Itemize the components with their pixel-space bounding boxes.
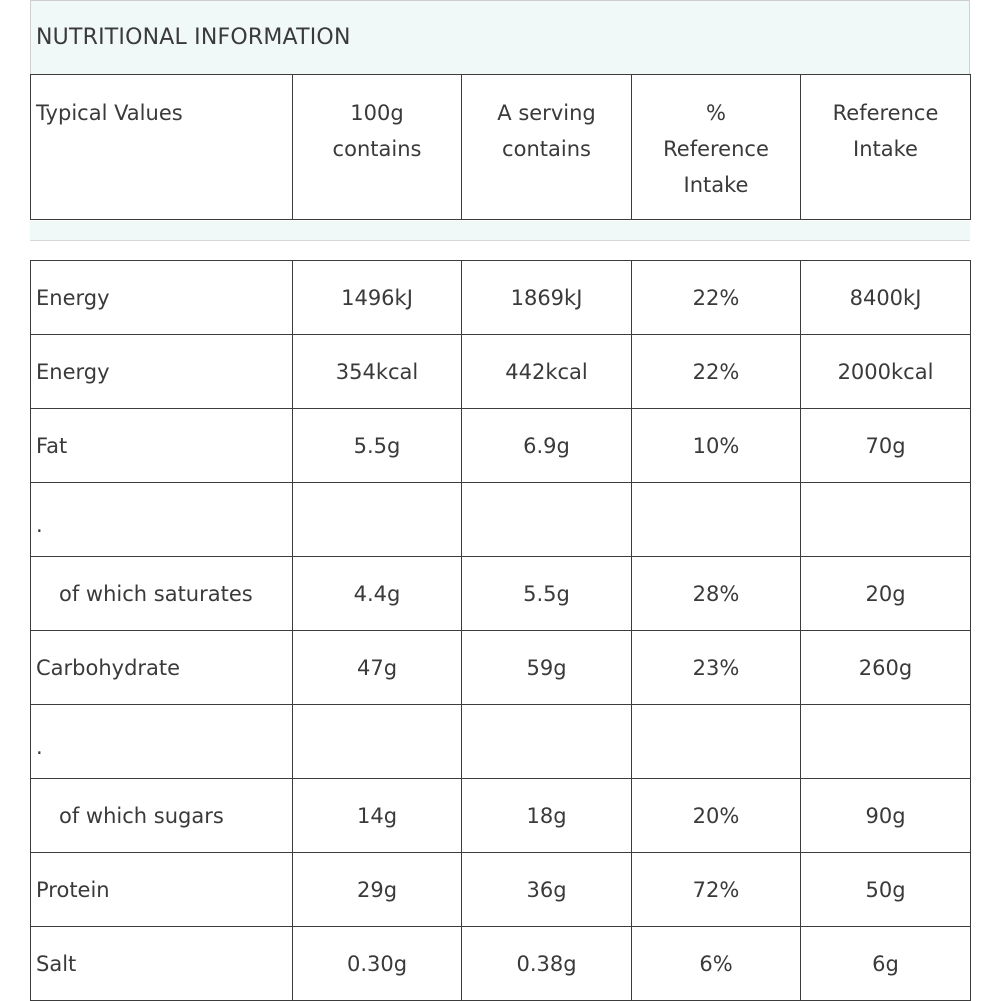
per-100g-value [292, 704, 462, 779]
percent-ri-value: 23% [631, 630, 801, 705]
per-serving-value: 36g [461, 852, 632, 927]
table-row: Energy 1496kJ 1869kJ 22% 8400kJ [30, 260, 971, 335]
percent-ri-value: 72% [631, 852, 801, 927]
per-100g-value: 0.30g [292, 926, 462, 1001]
row-label: Energy [30, 260, 293, 335]
per-serving-value: 6.9g [461, 408, 632, 483]
reference-intake-value [800, 482, 971, 557]
row-label: Carbohydrate [30, 630, 293, 705]
per-100g-value [292, 482, 462, 557]
percent-ri-value [631, 482, 801, 557]
per-serving-value: 18g [461, 778, 632, 853]
percent-ri-value: 6% [631, 926, 801, 1001]
header-spacer [30, 221, 970, 241]
row-label: Fat [30, 408, 293, 483]
table-row: . [30, 704, 971, 779]
per-100g-value: 29g [292, 852, 462, 927]
per-serving-value: 1869kJ [461, 260, 632, 335]
header-row: Typical Values 100g contains A serving con… [30, 74, 971, 220]
row-label: of which sugars [30, 778, 293, 853]
title-bar: NUTRITIONAL INFORMATION [30, 0, 970, 75]
table-row: . [30, 482, 971, 557]
per-100g-value: 5.5g [292, 408, 462, 483]
per-100g-value: 1496kJ [292, 260, 462, 335]
per-serving-value [461, 704, 632, 779]
header-reference-intake: Reference Intake [800, 74, 971, 220]
per-100g-value: 14g [292, 778, 462, 853]
reference-intake-value: 20g [800, 556, 971, 631]
table-row: Energy 354kcal 442kcal 22% 2000kcal [30, 334, 971, 409]
reference-intake-value: 6g [800, 926, 971, 1001]
row-label: Energy [30, 334, 293, 409]
header-table: Typical Values 100g contains A serving con… [30, 74, 971, 220]
header-typical-values: Typical Values [30, 74, 293, 220]
percent-ri-value [631, 704, 801, 779]
table-row: Carbohydrate 47g 59g 23% 260g [30, 630, 971, 705]
table-row: Fat 5.5g 6.9g 10% 70g [30, 408, 971, 483]
header-percent-ri: % Reference Intake [631, 74, 801, 220]
reference-intake-value: 50g [800, 852, 971, 927]
per-serving-value: 59g [461, 630, 632, 705]
reference-intake-value: 90g [800, 778, 971, 853]
reference-intake-value: 70g [800, 408, 971, 483]
percent-ri-value: 22% [631, 260, 801, 335]
header-per-100g: 100g contains [292, 74, 462, 220]
table-row: of which sugars 14g 18g 20% 90g [30, 778, 971, 853]
reference-intake-value: 8400kJ [800, 260, 971, 335]
row-label: of which saturates [30, 556, 293, 631]
per-100g-value: 47g [292, 630, 462, 705]
per-serving-value: 442kcal [461, 334, 632, 409]
reference-intake-value [800, 704, 971, 779]
per-100g-value: 4.4g [292, 556, 462, 631]
per-serving-value: 0.38g [461, 926, 632, 1001]
panel-title: NUTRITIONAL INFORMATION [36, 25, 351, 50]
table-row: Salt 0.30g 0.38g 6% 6g [30, 926, 971, 1001]
row-label: Salt [30, 926, 293, 1001]
table-row: of which saturates 4.4g 5.5g 28% 20g [30, 556, 971, 631]
per-100g-value: 354kcal [292, 334, 462, 409]
percent-ri-value: 22% [631, 334, 801, 409]
percent-ri-value: 28% [631, 556, 801, 631]
per-serving-value: 5.5g [461, 556, 632, 631]
table-row: Protein 29g 36g 72% 50g [30, 852, 971, 927]
row-label: Protein [30, 852, 293, 927]
values-table: Energy 1496kJ 1869kJ 22% 8400kJ Energy 3… [30, 260, 971, 1001]
row-label: . [30, 704, 293, 779]
row-label: . [30, 482, 293, 557]
percent-ri-value: 10% [631, 408, 801, 483]
per-serving-value [461, 482, 632, 557]
reference-intake-value: 260g [800, 630, 971, 705]
percent-ri-value: 20% [631, 778, 801, 853]
header-per-serving: A serving contains [461, 74, 632, 220]
reference-intake-value: 2000kcal [800, 334, 971, 409]
